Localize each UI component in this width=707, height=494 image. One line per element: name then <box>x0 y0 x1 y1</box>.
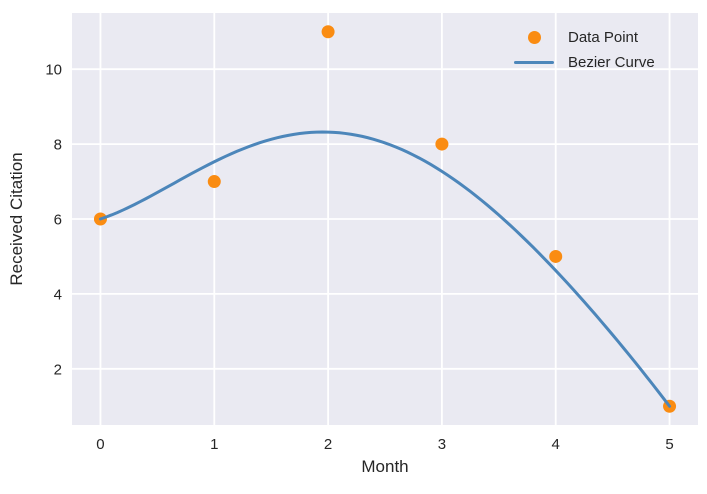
x-tick-label: 3 <box>438 436 446 453</box>
x-tick-label: 5 <box>665 436 673 453</box>
x-tick-label: 2 <box>324 436 332 453</box>
data-point <box>435 137 449 151</box>
data-point <box>207 175 221 189</box>
x-tick-label: 4 <box>552 436 560 453</box>
y-tick-label: 6 <box>54 212 62 229</box>
data-point <box>321 25 335 39</box>
legend-label-bezier-curve: Bezier Curve <box>568 54 655 71</box>
legend-item-bezier-curve: Bezier Curve <box>512 50 655 75</box>
y-tick-label: 8 <box>54 137 62 154</box>
y-tick-label: 2 <box>54 361 62 378</box>
legend-item-data-point: Data Point <box>512 25 655 50</box>
y-tick-label: 4 <box>54 286 62 303</box>
legend: Data Point Bezier Curve <box>512 25 655 75</box>
bezier-curve-marker-icon <box>514 60 554 65</box>
y-axis-label: Received Citation <box>7 152 26 286</box>
legend-marker-cell <box>512 60 556 65</box>
x-axis-label: Month <box>361 457 409 476</box>
data-point <box>549 249 563 263</box>
bezier-curve-path <box>98 130 672 408</box>
x-tick-label: 1 <box>210 436 218 453</box>
x-tick-label: 0 <box>96 436 104 453</box>
data-point-marker-icon <box>527 31 541 44</box>
legend-marker-cell <box>512 31 556 44</box>
legend-label-data-point: Data Point <box>568 29 639 46</box>
y-tick-label: 10 <box>45 62 62 79</box>
